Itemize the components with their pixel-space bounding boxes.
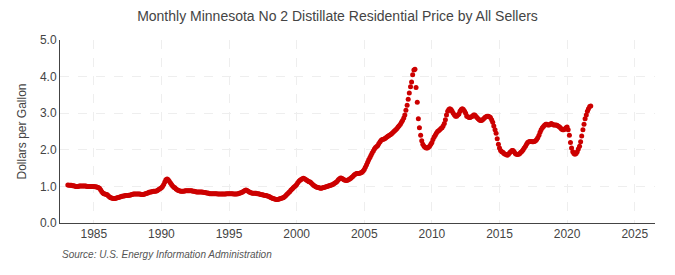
svg-text:Monthly Minnesota No 2 Distill: Monthly Minnesota No 2 Distillate Reside… [137, 8, 538, 24]
svg-text:0.0: 0.0 [40, 216, 57, 230]
svg-text:Dollars per Gallon: Dollars per Gallon [15, 83, 29, 179]
svg-text:1990: 1990 [148, 227, 175, 241]
svg-text:2000: 2000 [283, 227, 310, 241]
svg-text:5.0: 5.0 [40, 33, 57, 47]
svg-text:1.0: 1.0 [40, 180, 57, 194]
svg-text:2010: 2010 [419, 227, 446, 241]
svg-text:Source: U.S. Energy Informatio: Source: U.S. Energy Information Administ… [62, 249, 272, 260]
svg-text:2020: 2020 [554, 227, 581, 241]
svg-text:2015: 2015 [486, 227, 513, 241]
svg-text:1995: 1995 [216, 227, 243, 241]
svg-text:2005: 2005 [351, 227, 378, 241]
svg-text:2.0: 2.0 [40, 143, 57, 157]
svg-text:4.0: 4.0 [40, 70, 57, 84]
svg-text:2025: 2025 [621, 227, 648, 241]
svg-text:1985: 1985 [80, 227, 107, 241]
svg-text:3.0: 3.0 [40, 106, 57, 120]
